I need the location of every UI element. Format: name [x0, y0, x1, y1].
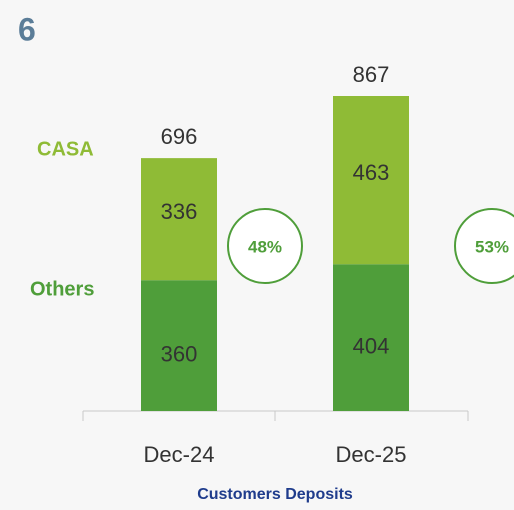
- bar-segment: [141, 158, 217, 281]
- legend-label: CASA: [37, 138, 94, 160]
- value-label: 404: [353, 333, 390, 358]
- value-label: 360: [161, 341, 198, 366]
- x-tick-label: Dec-25: [336, 442, 407, 467]
- share-circle: [454, 208, 514, 284]
- x-tick-label: Dec-24: [144, 442, 215, 467]
- bar-segment: [333, 96, 409, 265]
- bar-segment: [333, 264, 409, 411]
- share-label: 48%: [248, 237, 282, 256]
- share-circle: [227, 208, 303, 284]
- total-label: 867: [353, 62, 390, 87]
- bar-segment: [141, 280, 217, 411]
- total-label: 696: [161, 124, 198, 149]
- value-label: 463: [353, 160, 390, 185]
- value-label: 336: [161, 199, 198, 224]
- chart-title: Customers Deposits: [197, 486, 353, 503]
- share-label: 53%: [475, 237, 509, 256]
- legend-label: Others: [30, 278, 94, 300]
- page-number: 6: [18, 11, 36, 47]
